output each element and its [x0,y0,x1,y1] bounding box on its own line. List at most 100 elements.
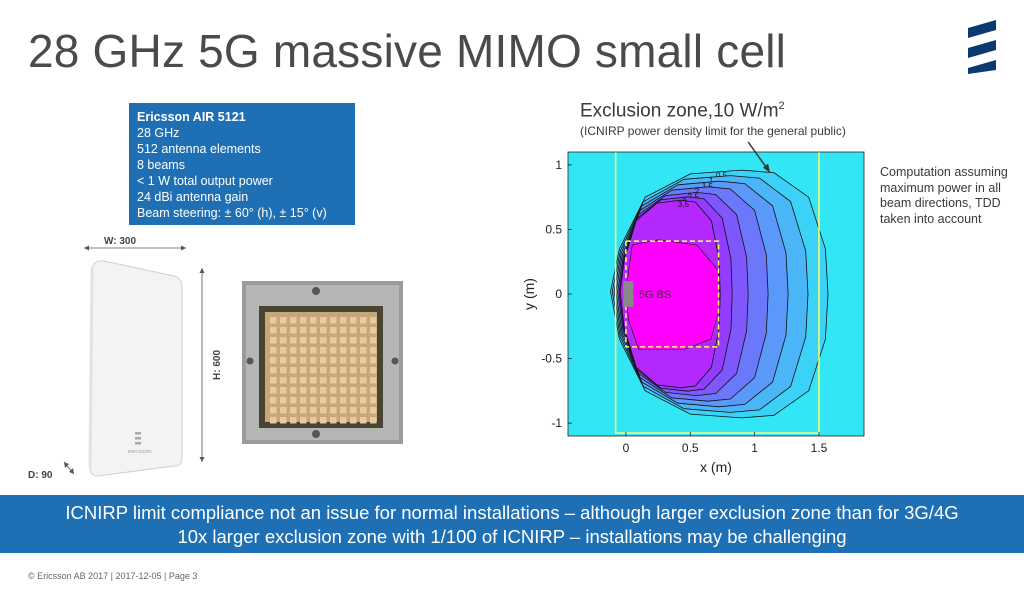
pointer-arrowhead [763,163,771,173]
contour-label: 0.5 [716,171,728,180]
antenna-element [340,417,347,424]
antenna-element [360,337,367,344]
antenna-element [310,327,317,334]
x-tick-label: 1 [751,441,758,455]
antenna-element [310,367,317,374]
antenna-element [370,397,377,404]
antenna-element [370,317,377,324]
antenna-element [280,317,287,324]
antenna-element [310,397,317,404]
antenna-element [370,327,377,334]
antenna-element [360,397,367,404]
antenna-element [300,337,307,344]
contour-label: 3.5 [678,200,690,209]
antenna-element [270,327,277,334]
antenna-element [270,387,277,394]
spec-line: 8 beams [137,158,185,172]
antenna-element [330,337,337,344]
antenna-element [360,317,367,324]
antenna-element [340,387,347,394]
antenna-element [360,347,367,354]
antenna-element [340,337,347,344]
antenna-element [360,377,367,384]
antenna-element [270,357,277,364]
antenna-element [300,417,307,424]
antenna-element [360,327,367,334]
antenna-element [280,337,287,344]
antenna-element [300,367,307,374]
antenna-element [270,407,277,414]
antenna-element [290,387,297,394]
footer: © Ericsson AB 2017 | 2017-12-05 | Page 3 [28,571,198,581]
antenna-element [290,347,297,354]
antenna-element [290,397,297,404]
antenna-element [340,347,347,354]
antenna-element [330,367,337,374]
antenna-element [310,337,317,344]
antenna-element [300,407,307,414]
y-tick-label: -1 [551,416,562,430]
antenna-element [280,367,287,374]
antenna-element [300,397,307,404]
antenna-element [300,377,307,384]
exclusion-subtitle: (ICNIRP power density limit for the gene… [580,124,846,138]
width-label: W: 300 [104,236,136,247]
antenna-array-photo [242,281,403,444]
antenna-element [330,387,337,394]
antenna-element [290,367,297,374]
antenna-element [370,417,377,424]
spec-box: Ericsson AIR 5121 28 GHz 512 antenna ele… [129,103,355,225]
antenna-element [280,327,287,334]
summary-banner: ICNIRP limit compliance not an issue for… [0,495,1024,553]
antenna-element [320,327,327,334]
banner-line-2: 10x larger exclusion zone with 1/100 of … [177,526,847,547]
antenna-element [350,407,357,414]
contour-label: 2 [695,187,700,196]
antenna-element [340,377,347,384]
exclusion-title-sup: 2 [778,100,785,112]
y-tick-label: 0.5 [545,222,562,236]
antenna-element [280,347,287,354]
antenna-element [370,357,377,364]
antenna-element [270,367,277,374]
exclusion-core-region [625,239,721,350]
antenna-element [330,407,337,414]
antenna-element [350,347,357,354]
device-drawing: W: 300 H: 600 ERICSSON D: 90 [28,236,223,480]
x-tick-label: 0 [623,441,630,455]
antenna-element [300,387,307,394]
antenna-element [340,327,347,334]
antenna-element [290,377,297,384]
antenna-element [350,377,357,384]
antenna-element [330,327,337,334]
antenna-element [320,357,327,364]
antenna-element [320,347,327,354]
antenna-element [290,417,297,424]
base-station-label: 5G BS [639,289,671,301]
antenna-element [350,397,357,404]
antenna-element [360,407,367,414]
antenna-element [320,387,327,394]
y-tick-label: 1 [555,158,562,172]
antenna-element [370,367,377,374]
antenna-element [350,337,357,344]
contour-label: 2.5 [688,193,700,202]
antenna-element [270,397,277,404]
antenna-element [360,417,367,424]
spec-line: 28 GHz [137,126,180,140]
antenna-element [310,377,317,384]
antenna-element [280,377,287,384]
antenna-element [280,407,287,414]
antenna-element [350,387,357,394]
antenna-element [310,347,317,354]
antenna-element [370,337,377,344]
antenna-element [270,317,277,324]
page-title: 28 GHz 5G massive MIMO small cell [28,25,787,77]
antenna-element [320,417,327,424]
y-tick-label: -0.5 [541,352,562,366]
antenna-element [280,387,287,394]
spec-line: 512 antenna elements [137,142,261,156]
antenna-element [350,327,357,334]
antenna-element [350,317,357,324]
antenna-element [370,407,377,414]
